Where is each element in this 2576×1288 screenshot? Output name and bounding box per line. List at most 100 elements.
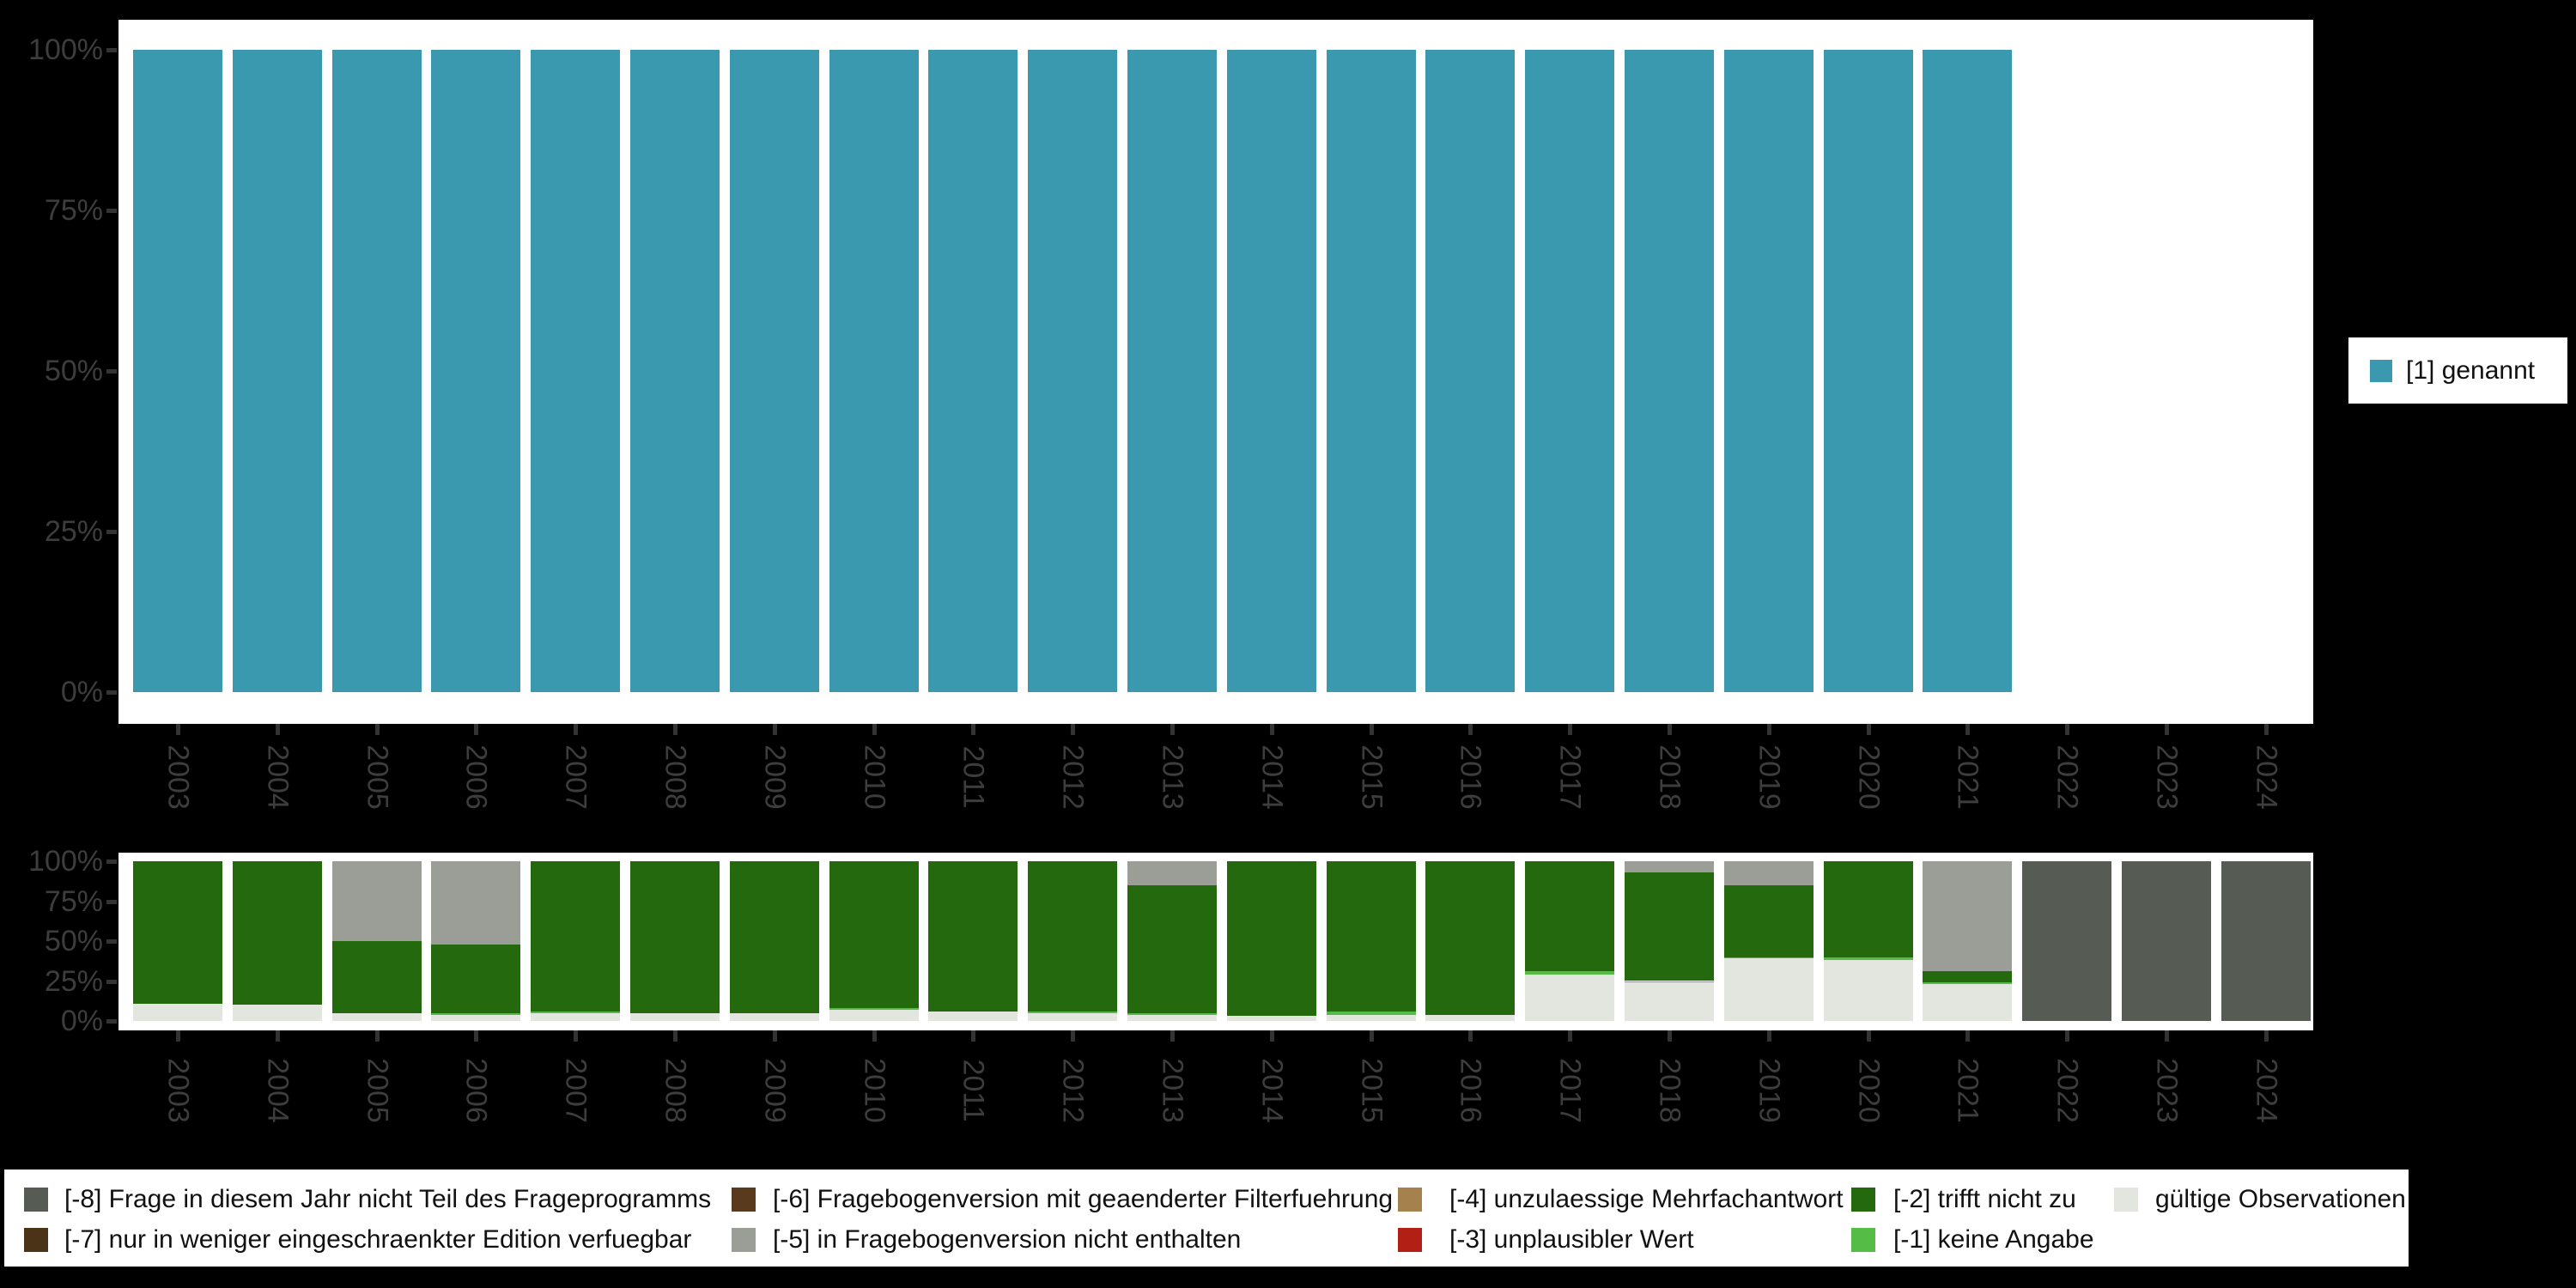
bar-segment <box>1226 1016 1316 1021</box>
bar-segment <box>1723 958 1814 1021</box>
axis-tick <box>1369 1030 1374 1042</box>
bar-segment <box>1425 861 1516 1015</box>
legend-swatch <box>1851 1228 1875 1252</box>
legend-swatch <box>2114 1188 2138 1212</box>
x-tick-label: 2005 <box>361 744 394 810</box>
bar-segment <box>1326 1011 1416 1015</box>
y-tick-label: 75% <box>44 194 103 227</box>
axis-tick <box>1965 724 1971 735</box>
legend-swatch-genannt <box>2370 359 2392 382</box>
bar-segment <box>1028 1012 1118 1021</box>
bar-segment <box>928 1011 1018 1021</box>
bar-segment <box>232 50 322 692</box>
axis-tick <box>1170 724 1175 735</box>
bar-segment <box>531 1011 621 1013</box>
axis-tick <box>2263 1030 2269 1042</box>
legend-swatch <box>732 1188 756 1212</box>
axis-tick <box>1071 724 1076 735</box>
y-tick-label: 100% <box>28 33 103 66</box>
bar-segment <box>232 861 322 1005</box>
bar-segment <box>331 50 422 692</box>
x-tick-label: 2006 <box>459 744 493 810</box>
top-chart-plot-area <box>118 20 2313 724</box>
bar-segment <box>1326 50 1416 692</box>
bar-segment <box>1226 50 1316 692</box>
x-tick-label: 2023 <box>2150 744 2184 810</box>
axis-tick <box>1766 724 1771 735</box>
x-tick-label: 2003 <box>161 1058 195 1123</box>
x-tick-label: 2015 <box>1355 1058 1388 1123</box>
bar-segment <box>431 1012 521 1015</box>
x-tick-label: 2014 <box>1255 1058 1289 1123</box>
y-tick-label: 0% <box>60 676 103 708</box>
bar-segment <box>1923 861 2013 972</box>
bar-segment <box>1028 50 1118 692</box>
bar-segment <box>133 1003 222 1021</box>
x-tick-label: 2018 <box>1653 744 1686 810</box>
bar-segment <box>729 1012 819 1021</box>
bar-segment <box>2022 861 2112 1021</box>
bar-segment <box>1625 982 1714 1021</box>
axis-tick <box>474 1030 479 1042</box>
x-tick-label: 2006 <box>459 1058 493 1123</box>
axis-tick <box>1668 1030 1672 1042</box>
legend-item-label: [-1] keine Angabe <box>1893 1225 2094 1254</box>
x-tick-label: 2010 <box>858 744 891 810</box>
bar-segment <box>133 50 222 692</box>
bar-segment <box>1326 861 1416 1012</box>
axis-tick <box>872 724 877 735</box>
axis-tick <box>176 1030 180 1042</box>
x-tick-label: 2009 <box>758 744 792 810</box>
axis-tick <box>1965 1030 1971 1042</box>
y-tick-label: 25% <box>44 515 103 548</box>
axis-tick <box>673 724 677 735</box>
bar-segment <box>1723 884 1814 957</box>
x-tick-label: 2013 <box>1156 1058 1189 1123</box>
x-tick-label: 2013 <box>1156 744 1189 810</box>
legend-item-label: [-7] nur in weniger eingeschraenkter Edi… <box>64 1225 692 1254</box>
axis-tick <box>1866 724 1871 735</box>
legend-swatch <box>1398 1228 1422 1252</box>
y-tick-label: 100% <box>28 845 103 878</box>
x-tick-label: 2012 <box>1056 744 1090 810</box>
legend-swatch <box>732 1228 756 1252</box>
bar-segment <box>331 1012 422 1021</box>
x-tick-label: 2016 <box>1454 1058 1487 1123</box>
x-tick-label: 2003 <box>161 744 195 810</box>
y-tick-label: 75% <box>44 884 103 918</box>
axis-tick <box>2165 1030 2169 1042</box>
axis-tick <box>275 724 280 735</box>
bar-segment <box>1625 981 1714 983</box>
x-tick-label: 2019 <box>1753 1058 1786 1123</box>
x-tick-label: 2011 <box>957 745 990 809</box>
bar-segment <box>431 50 521 692</box>
bar-segment <box>331 861 422 941</box>
bar-segment <box>1723 861 1814 885</box>
axis-tick <box>106 939 117 944</box>
legend-label-genannt: [1] genannt <box>2406 355 2536 385</box>
bar-segment <box>1127 1012 1217 1015</box>
bar-segment <box>2122 861 2211 1021</box>
missing-values-legend: [-8] Frage in diesem Jahr nicht Teil des… <box>4 1170 2409 1267</box>
axis-tick <box>106 690 117 695</box>
axis-tick <box>106 979 117 984</box>
bar-segment <box>1625 50 1714 692</box>
bar-segment <box>1525 861 1615 972</box>
x-tick-label: 2008 <box>659 744 692 810</box>
x-tick-label: 2024 <box>2250 1058 2283 1123</box>
axis-tick <box>275 1030 280 1042</box>
bar-segment <box>829 1008 919 1010</box>
bar-segment <box>729 50 819 692</box>
axis-tick <box>374 724 380 735</box>
bar-segment <box>331 941 422 1013</box>
x-tick-label: 2015 <box>1355 744 1388 810</box>
bar-segment <box>1823 957 1913 961</box>
axis-tick <box>374 1030 380 1042</box>
axis-tick <box>106 530 117 534</box>
bar-segment <box>1923 982 2013 985</box>
x-tick-label: 2019 <box>1753 744 1786 810</box>
axis-tick <box>772 724 777 735</box>
bar-segment <box>729 861 819 1013</box>
x-tick-label: 2022 <box>2050 1058 2084 1123</box>
legend-item-label: [-3] unplausibler Wert <box>1449 1225 1694 1254</box>
